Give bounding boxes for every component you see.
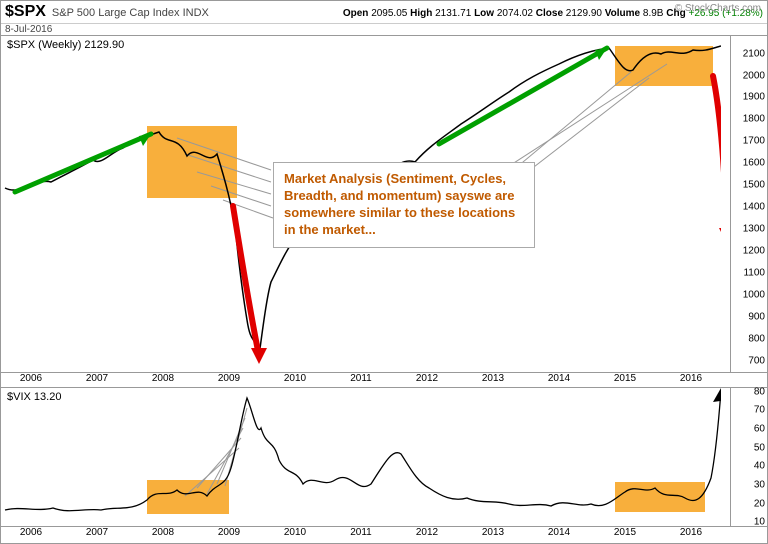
panel2-svg [1,388,721,526]
chart-date: 8-Jul-2016 [1,24,767,35]
watermark: © StockCharts.com [675,3,761,14]
high-label: High [410,8,432,19]
panel1-y-axis: 7008009001000110012001300140015001600170… [730,36,767,372]
close-label: Close [536,8,563,19]
vol-val: 8.9B [643,8,664,19]
vol-label: Volume [605,8,640,19]
open-label: Open [343,8,369,19]
ticker-symbol: $SPX [5,3,46,21]
panel1-label: $SPX (Weekly) 2129.90 [5,38,126,52]
open-val: 2095.05 [371,8,407,19]
x-axis-1: 2006200720082009201020112012201320142015… [1,372,767,387]
panel2-label: $VIX 13.20 [5,390,63,404]
low-label: Low [474,8,494,19]
panel2-y-axis: 1020304050607080 [730,388,767,526]
low-val: 2074.02 [497,8,533,19]
vix-panel: $VIX 13.20 1020304050607080 [1,387,767,526]
x-axis-2: 2006200720082009201020112012201320142015… [1,526,767,541]
chart-container: © StockCharts.com $SPX S&P 500 Large Cap… [0,0,768,544]
chart-header: $SPX S&P 500 Large Cap Index INDX Open 2… [1,1,767,24]
analysis-annotation: Market Analysis (Sentiment, Cycles, Brea… [273,162,535,248]
ticker-desc: S&P 500 Large Cap Index INDX [52,7,209,19]
high-val: 2131.71 [435,8,471,19]
spx-price-panel: $SPX (Weekly) 2129.90 700800900100011001… [1,35,767,372]
close-val: 2129.90 [566,8,602,19]
